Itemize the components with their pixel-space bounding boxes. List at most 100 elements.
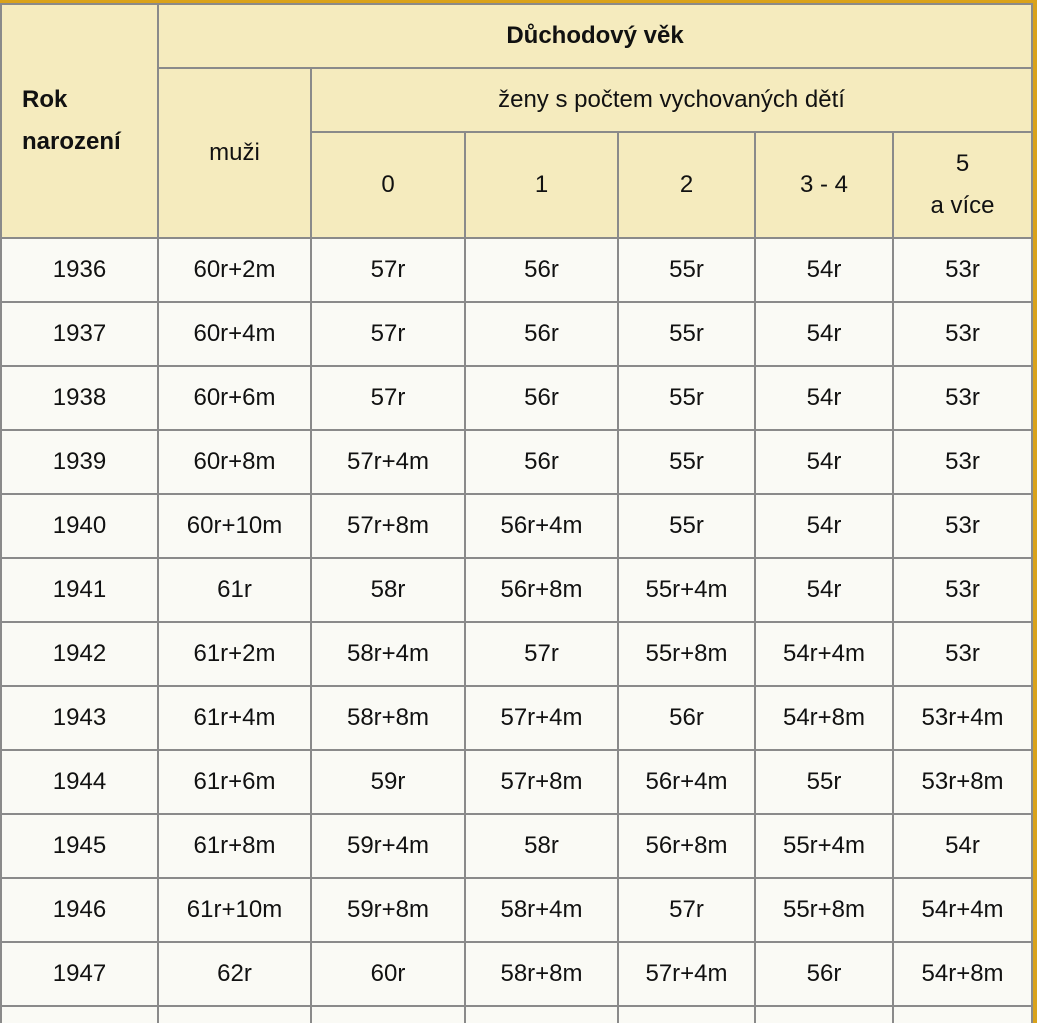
children-header: 1 (464, 131, 619, 239)
age-cell: 54r (891, 813, 1034, 879)
table-row: 1946 61r+10m 59r+8m 58r+4m 57r 55r+8m 54r+4m (0, 877, 1034, 943)
age-cell: 57r+8m (310, 493, 466, 559)
year-cell: 1937 (0, 301, 159, 367)
age-cell: 56r (464, 365, 619, 431)
age-cell: 55r+8m (754, 877, 894, 943)
age-cell: 56r (464, 237, 619, 303)
age-cell: 53r (891, 493, 1034, 559)
age-cell: 57r+4m (464, 685, 619, 751)
age-cell: 55r+4m (617, 557, 756, 623)
table-row: 1942 61r+2m 58r+4m 57r 55r+8m 54r+4m 53r (0, 621, 1034, 687)
year-cell: 1938 (0, 365, 159, 431)
men-header: muži (157, 67, 312, 239)
year-cell: 1944 (0, 749, 159, 815)
age-cell: 55r (617, 237, 756, 303)
line: 1 (534, 171, 549, 198)
age-cell: 53r (891, 301, 1034, 367)
age-cell: 58r (464, 813, 619, 879)
age-cell: 62r (157, 941, 312, 1007)
children-header: 5 a více (891, 131, 1034, 239)
age-cell: 55r (754, 749, 894, 815)
age-cell: 57r+8m (464, 749, 619, 815)
age-cell: 61r+10m (157, 877, 312, 943)
age-cell: 53r (891, 621, 1034, 687)
age-cell: 57r (464, 621, 619, 687)
age-cell: 60r+4m (157, 301, 312, 367)
women-header: ženy s počtem vychovaných dětí (309, 67, 1034, 133)
age-cell: 54r (754, 301, 894, 367)
age-cell: 54r (754, 237, 894, 303)
age-cell: 59r+4m (310, 813, 466, 879)
age-cell: 53r (891, 365, 1034, 431)
line: 5 (955, 150, 970, 177)
age-cell: 56r (464, 301, 619, 367)
age-cell: 56r (464, 429, 619, 495)
age-cell: 60r+6m (157, 365, 312, 431)
line: narození (22, 128, 121, 155)
table-row: 1937 60r+4m 57r 56r 55r 54r 53r (0, 301, 1034, 367)
table-header: Rok narození Důchodový věk muži ženy s po… (0, 3, 1034, 239)
line: 0 (381, 171, 395, 198)
age-cell: 56r (754, 941, 894, 1007)
age-cell: 57r (310, 301, 466, 367)
title-header: Důchodový věk (156, 3, 1034, 69)
empty-cell (310, 1005, 466, 1023)
table-row: 1941 61r 58r 56r+8m 55r+4m 54r 53r (0, 557, 1034, 623)
table-row: 1939 60r+8m 57r+4m 56r 55r 54r 53r (0, 429, 1034, 495)
age-cell: 56r+8m (617, 813, 756, 879)
age-cell: 61r+8m (157, 813, 312, 879)
age-cell: 56r+4m (464, 493, 619, 559)
age-cell: 58r+4m (464, 877, 619, 943)
age-cell: 55r (617, 429, 756, 495)
year-cell: 1943 (0, 685, 159, 751)
empty-cell (754, 1005, 894, 1023)
age-cell: 54r (754, 557, 894, 623)
age-cell: 60r+8m (157, 429, 312, 495)
age-cell: 58r+4m (310, 621, 466, 687)
year-header: Rok narození (0, 3, 159, 239)
age-cell: 59r (310, 749, 466, 815)
empty-cell (0, 1005, 159, 1023)
age-cell: 58r (310, 557, 466, 623)
age-cell: 61r+2m (157, 621, 312, 687)
age-cell: 54r (754, 365, 894, 431)
retirement-table: Rok narození Důchodový věk muži ženy s po… (0, 3, 1034, 1023)
age-cell: 60r+10m (157, 493, 312, 559)
empty-cell (157, 1005, 312, 1023)
age-cell: 57r (310, 365, 466, 431)
age-cell: 58r+8m (464, 941, 619, 1007)
age-cell: 54r (754, 493, 894, 559)
line: 2 (679, 171, 694, 198)
age-cell: 56r+4m (617, 749, 756, 815)
age-cell: 56r+8m (464, 557, 619, 623)
age-cell: 53r+8m (891, 749, 1034, 815)
age-cell: 59r+8m (310, 877, 466, 943)
year-cell: 1946 (0, 877, 159, 943)
year-cell: 1945 (0, 813, 159, 879)
age-cell: 55r (617, 365, 756, 431)
age-cell: 57r (310, 237, 466, 303)
year-cell: 1936 (0, 237, 159, 303)
age-cell: 61r+4m (157, 685, 312, 751)
table-body: 1936 60r+2m 57r 56r 55r 54r 53r 1937 60r+4m 57r 56… (0, 237, 1034, 1023)
age-cell: 56r (617, 685, 756, 751)
age-cell: 53r (891, 557, 1034, 623)
age-cell: 57r (617, 877, 756, 943)
age-cell: 53r (891, 237, 1034, 303)
children-header: 3 - 4 (754, 131, 894, 239)
age-cell: 55r+8m (617, 621, 756, 687)
empty-cell (617, 1005, 756, 1023)
year-cell: 1939 (0, 429, 159, 495)
age-cell: 54r+4m (891, 877, 1034, 943)
table-row: 1940 60r+10m 57r+8m 56r+4m 55r 54r 53r (0, 493, 1034, 559)
age-cell: 54r (754, 429, 894, 495)
age-cell: 54r+8m (754, 685, 894, 751)
year-cell: 1947 (0, 941, 159, 1007)
age-cell: 61r (157, 557, 312, 623)
age-cell: 55r (617, 493, 756, 559)
children-header: 2 (617, 131, 756, 239)
age-cell: 55r+4m (754, 813, 894, 879)
year-cell: 1940 (0, 493, 159, 559)
year-cell: 1942 (0, 621, 159, 687)
